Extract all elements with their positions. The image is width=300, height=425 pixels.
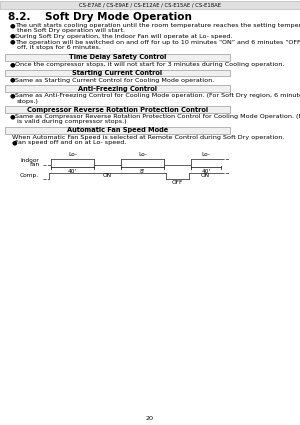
Bar <box>5 127 230 134</box>
Text: Compressor Reverse Rotation Protection Control: Compressor Reverse Rotation Protection C… <box>27 107 208 113</box>
Text: stops.): stops.) <box>17 99 39 104</box>
Text: Lo-: Lo- <box>202 152 211 157</box>
Text: ●: ● <box>10 62 16 67</box>
Text: When Automatic Fan Speed is selected at Remote Control during Soft Dry operation: When Automatic Fan Speed is selected at … <box>12 135 284 140</box>
Text: Automatic Fan Speed Mode: Automatic Fan Speed Mode <box>67 128 168 133</box>
Text: OFF: OFF <box>172 180 183 185</box>
Text: 8': 8' <box>140 169 145 174</box>
Text: Lo-: Lo- <box>138 152 147 157</box>
Text: off, it stops for 6 minutes.: off, it stops for 6 minutes. <box>17 45 101 50</box>
Text: ●: ● <box>10 94 16 99</box>
Text: ●: ● <box>10 23 16 28</box>
Text: Comp.: Comp. <box>20 173 39 178</box>
Text: Anti-Freezing Control: Anti-Freezing Control <box>78 86 157 92</box>
Bar <box>5 85 230 92</box>
Text: The operation will be switched on and off for up to 10 minutes “ON” and 6 minute: The operation will be switched on and of… <box>15 40 300 45</box>
Text: ●: ● <box>10 78 16 83</box>
Bar <box>5 106 230 113</box>
Text: then Soft Dry operation will start.: then Soft Dry operation will start. <box>17 28 125 33</box>
Text: 20: 20 <box>146 416 154 422</box>
Text: Same as Starting Current Control for Cooling Mode operation.: Same as Starting Current Control for Coo… <box>15 78 214 83</box>
Text: CS-E7AE / CS-E9AE / CS-E12AE / CS-E15AE / CS-E18AE: CS-E7AE / CS-E9AE / CS-E12AE / CS-E15AE … <box>79 3 221 8</box>
Text: ON: ON <box>103 173 112 178</box>
Text: is valid during compressor stops.): is valid during compressor stops.) <box>17 119 127 125</box>
Text: Same as Compressor Reverse Rotation Protection Control for Cooling Mode Operatio: Same as Compressor Reverse Rotation Prot… <box>15 114 300 119</box>
Text: 8.2.    Soft Dry Mode Operation: 8.2. Soft Dry Mode Operation <box>8 12 192 22</box>
Text: Once the compressor stops, it will not start for 3 minutes during Cooling operat: Once the compressor stops, it will not s… <box>15 62 284 67</box>
Text: Starting Current Control: Starting Current Control <box>72 70 163 76</box>
Bar <box>5 54 230 60</box>
Text: Time Delay Safety Control: Time Delay Safety Control <box>69 54 166 60</box>
Text: 40': 40' <box>201 169 211 174</box>
Text: During Soft Dry operation, the Indoor Fan will operate at Lo- speed.: During Soft Dry operation, the Indoor Fa… <box>15 34 232 39</box>
Text: ●: ● <box>10 40 16 45</box>
Text: Lo-: Lo- <box>68 152 77 157</box>
Text: ●: ● <box>10 34 16 39</box>
Text: Same as Anti-Freezing Control for Cooling Mode operation. (For Soft Dry region, : Same as Anti-Freezing Control for Coolin… <box>15 94 300 99</box>
Text: ●: ● <box>12 140 18 145</box>
Text: ON: ON <box>200 173 210 178</box>
Text: Fan: Fan <box>29 162 39 167</box>
Text: Fan speed off and on at Lo- speed.: Fan speed off and on at Lo- speed. <box>15 140 126 145</box>
Bar <box>5 70 230 76</box>
Bar <box>0 1 300 9</box>
Text: ●: ● <box>10 114 16 119</box>
Text: Indoor: Indoor <box>20 158 39 163</box>
Text: 40': 40' <box>68 169 77 174</box>
Text: The unit starts cooling operation until the room temperature reaches the setting: The unit starts cooling operation until … <box>15 23 300 28</box>
